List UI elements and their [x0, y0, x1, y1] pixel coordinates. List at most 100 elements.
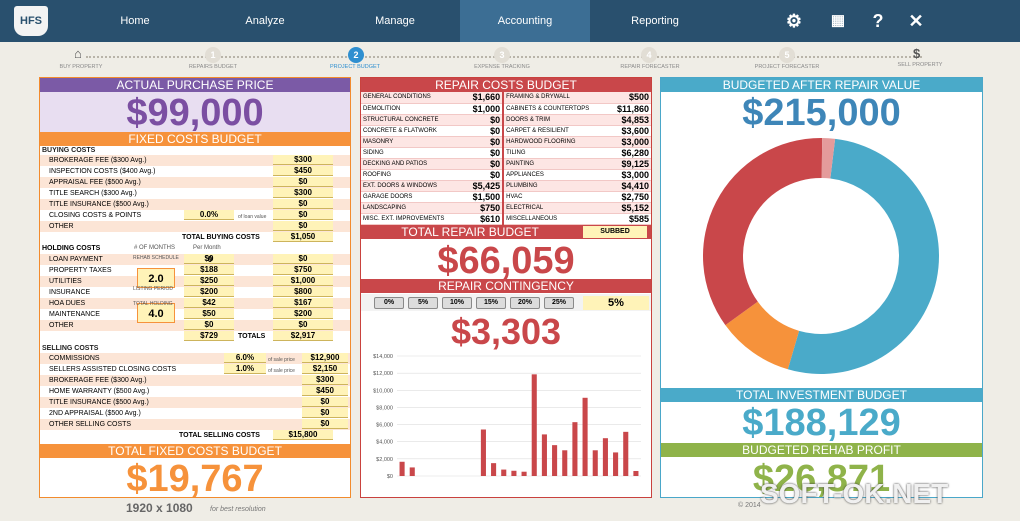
buying-value-input[interactable]: $0 [273, 210, 333, 220]
purchase-header: ACTUAL PURCHASE PRICE [40, 78, 350, 92]
repair-value-input[interactable]: $1,660 [451, 92, 505, 104]
repair-value-input[interactable]: $610 [451, 213, 505, 225]
contingency-button-20pct[interactable]: 20% [510, 297, 540, 309]
step-label-buy[interactable]: BUY PROPERTY [59, 64, 103, 70]
gear-icon[interactable]: ⚙ [785, 11, 803, 31]
selling-total-label: TOTAL SELLING COSTS [179, 432, 260, 439]
total-fixed-value[interactable]: $19,767 [126, 458, 264, 500]
step-label-repair-forecaster[interactable]: REPAIR FORECASTER [620, 64, 680, 70]
house-icon[interactable]: ⌂ [74, 46, 82, 61]
buying-value-input[interactable]: $0 [273, 221, 333, 231]
repair-value-input[interactable]: $11,860 [593, 103, 651, 115]
repair-value-input[interactable]: $2,750 [593, 191, 651, 203]
repair-value-input[interactable]: $0 [451, 147, 505, 159]
step-label-project[interactable]: PROJECT BUDGET [329, 64, 380, 70]
months-label: LISTING PERIOD [133, 286, 174, 292]
repair-value-input[interactable]: $0 [451, 169, 505, 181]
repair-value-input[interactable]: $1,000 [451, 103, 505, 115]
arv-value[interactable]: $215,000 [742, 92, 901, 134]
tab-accounting[interactable]: Accounting [460, 0, 590, 42]
holding-per-month[interactable]: $42 [184, 298, 234, 308]
total-repair-value[interactable]: $66,059 [437, 240, 575, 282]
profit-value[interactable]: $26,871 [752, 458, 891, 500]
close-icon[interactable]: ✕ [908, 11, 924, 31]
tab-manage[interactable]: Manage [375, 15, 415, 27]
repair-value-input[interactable]: $500 [593, 92, 651, 104]
help-icon[interactable]: ? [872, 11, 884, 31]
repair-value-input[interactable]: $6,280 [593, 147, 651, 159]
selling-value-input[interactable]: $450 [302, 386, 348, 396]
months-header: # OF MONTHS [134, 245, 176, 251]
repair-value-input[interactable]: $4,410 [593, 180, 651, 192]
step-label-repairs[interactable]: REPAIRS BUDGET [188, 64, 238, 70]
holding-per-month[interactable]: $0 [184, 254, 234, 264]
buying-value-input[interactable]: $450 [273, 166, 333, 176]
chart-bar [592, 450, 598, 476]
repair-value-input[interactable]: $5,425 [451, 180, 505, 192]
selling-pct-input[interactable]: 6.0% [224, 353, 266, 363]
repair-value-input[interactable]: $750 [451, 202, 505, 214]
selling-pct-input[interactable]: 1.0% [224, 364, 266, 374]
hfs-logo[interactable]: HFS [14, 6, 48, 36]
tab-reporting[interactable]: Reporting [631, 15, 679, 27]
step-label-expense[interactable]: EXPENSE TRACKING [474, 64, 530, 70]
months-input[interactable]: 4.0 [137, 303, 175, 323]
profit-panel: BUDGETED AFTER REPAIR VALUE $215,000 TOT… [660, 77, 983, 498]
closing-pct-input[interactable]: 0.0% [184, 210, 234, 220]
months-input[interactable]: 2.0 [137, 268, 175, 288]
buying-value-input[interactable]: $0 [273, 177, 333, 187]
holding-per-month[interactable]: $50 [184, 309, 234, 319]
repair-value-input[interactable]: $9,125 [593, 158, 651, 170]
buying-value-input[interactable]: $0 [273, 199, 333, 209]
holding-per-month[interactable]: $0 [184, 320, 234, 330]
repair-value-input[interactable]: $0 [451, 136, 505, 148]
selling-value-input[interactable]: $0 [302, 408, 348, 418]
tab-home[interactable]: Home [120, 15, 150, 27]
subbed-badge[interactable]: SUBBED [583, 226, 647, 238]
contingency-percent[interactable]: 5% [583, 296, 649, 310]
repair-value-input[interactable]: $3,000 [593, 136, 651, 148]
repair-value-input[interactable]: $4,853 [593, 114, 651, 126]
selling-value-input[interactable]: $300 [302, 375, 348, 385]
repair-value-input[interactable]: $3,000 [593, 169, 651, 181]
contingency-button-15pct[interactable]: 15% [476, 297, 506, 309]
holding-label: LOAN PAYMENT [49, 256, 103, 263]
selling-value-input[interactable]: $2,150 [302, 364, 348, 374]
repair-value-input[interactable]: $0 [451, 158, 505, 170]
contingency-button-0pct[interactable]: 0% [374, 297, 404, 309]
repair-value-input[interactable]: $3,600 [593, 125, 651, 137]
contingency-button-10pct[interactable]: 10% [442, 297, 472, 309]
step-label-project-forecaster[interactable]: PROJECT FORECASTER [754, 64, 820, 70]
contingency-value[interactable]: $3,303 [450, 311, 562, 352]
holding-per-month[interactable]: $250 [184, 276, 234, 286]
holding-label: UTILITIES [49, 278, 82, 285]
step-dot-4[interactable]: 4 [641, 47, 657, 63]
contingency-button-25pct[interactable]: 25% [544, 297, 574, 309]
buying-value-input[interactable]: $300 [273, 188, 333, 198]
purchase-price[interactable]: $99,000 [126, 92, 264, 134]
step-dot-5[interactable]: 5 [779, 47, 795, 63]
total-repair-bar: TOTAL REPAIR BUDGET SUBBED [361, 225, 651, 239]
investment-value[interactable]: $188,129 [742, 402, 901, 444]
holding-per-month[interactable]: $188 [184, 265, 234, 275]
holding-per-month[interactable]: $200 [184, 287, 234, 297]
repair-value-input[interactable]: $5,152 [593, 202, 651, 214]
tab-analyze[interactable]: Analyze [245, 15, 285, 27]
repair-row: CONCRETE & FLATWORK $0 CARPET & RESILIENT $… [361, 125, 651, 137]
donut-slice [725, 301, 800, 370]
selling-value-input[interactable]: $0 [302, 419, 348, 429]
buying-value-input[interactable]: $300 [273, 155, 333, 165]
dollar-icon[interactable]: $ [913, 46, 921, 61]
step-label-sell[interactable]: SELL PROPERTY [897, 62, 943, 68]
selling-value-input[interactable]: $12,900 [302, 353, 348, 363]
contingency-button-5pct[interactable]: 5% [408, 297, 438, 309]
repair-value-input[interactable]: $0 [451, 125, 505, 137]
repair-value-input[interactable]: $0 [451, 114, 505, 126]
step-dot-1[interactable]: 1 [205, 47, 221, 63]
selling-value-input[interactable]: $0 [302, 397, 348, 407]
step-dot-3[interactable]: 3 [494, 47, 510, 63]
repair-value-input[interactable]: $1,500 [451, 191, 505, 203]
step-dot-2[interactable]: 2 [348, 47, 364, 63]
repair-value-input[interactable]: $585 [593, 213, 651, 225]
calculator-icon[interactable]: ▦ [830, 12, 846, 29]
